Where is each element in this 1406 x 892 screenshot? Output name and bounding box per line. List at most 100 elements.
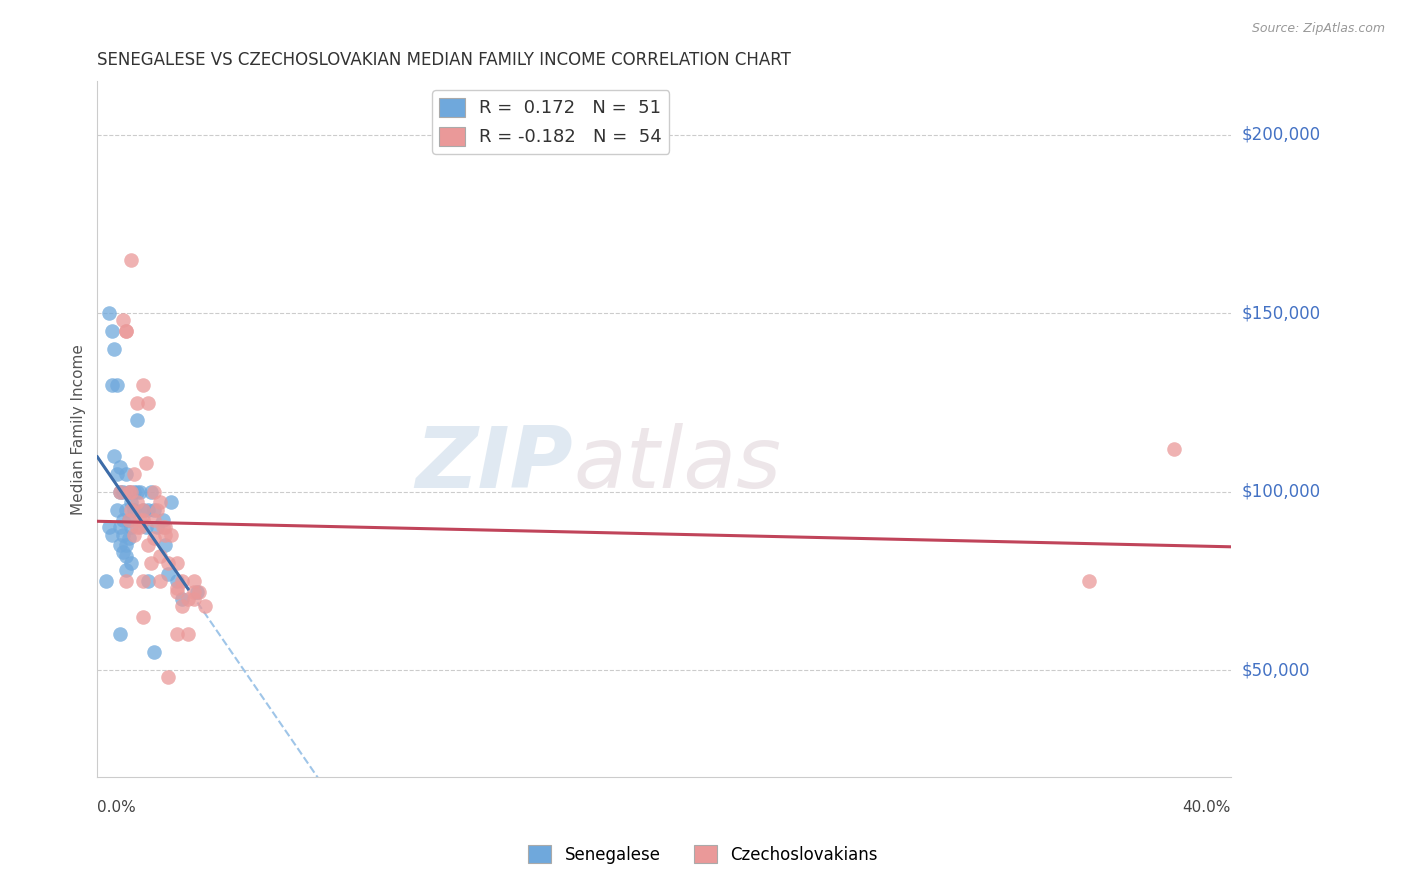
Point [138,502,160,516]
Point [128,513,150,527]
Point [120,252,142,267]
Point [160,495,183,509]
Point [120,495,142,509]
Legend: Senegalese, Czechoslovakians: Senegalese, Czechoslovakians [522,838,884,871]
Point [117,531,139,545]
Point [138,395,160,409]
Point [108,484,131,499]
Point [131,502,153,516]
Point [117,513,139,527]
Point [120,520,142,534]
Text: $200,000: $200,000 [1241,126,1322,144]
Point [122,527,145,541]
Point [172,591,194,606]
Point [143,645,166,659]
Point [186,584,208,599]
Point [128,520,150,534]
Point [131,574,153,588]
Text: $100,000: $100,000 [1241,483,1322,500]
Point [111,484,134,499]
Point [166,627,188,641]
Point [111,513,134,527]
Point [149,574,172,588]
Point [166,556,188,570]
Point [141,556,163,570]
Point [117,513,139,527]
Point [166,574,188,588]
Point [166,584,188,599]
Point [131,609,153,624]
Point [172,574,194,588]
Point [117,484,139,499]
Point [143,484,166,499]
Text: $50,000: $50,000 [1241,661,1310,679]
Point [108,520,131,534]
Point [103,449,125,463]
Point [114,502,136,516]
Point [1078,574,1101,588]
Point [194,599,217,613]
Point [103,342,125,356]
Point [108,627,131,641]
Point [114,467,136,481]
Point [105,502,128,516]
Point [100,527,122,541]
Point [134,520,156,534]
Point [149,549,172,563]
Point [143,531,166,545]
Point [160,527,183,541]
Point [177,627,200,641]
Point [125,484,148,499]
Point [100,377,122,392]
Point [111,527,134,541]
Point [120,556,142,570]
Point [108,459,131,474]
Point [105,377,128,392]
Point [125,520,148,534]
Point [172,599,194,613]
Point [100,324,122,338]
Point [125,495,148,509]
Point [114,563,136,577]
Point [105,467,128,481]
Y-axis label: Median Family Income: Median Family Income [72,343,86,515]
Point [122,467,145,481]
Point [125,413,148,427]
Point [94,574,117,588]
Point [157,566,180,581]
Point [122,484,145,499]
Point [120,484,142,499]
Point [108,484,131,499]
Point [97,520,120,534]
Point [152,513,174,527]
Point [166,581,188,595]
Point [146,520,169,534]
Point [128,484,150,499]
Point [131,513,153,527]
Text: ZIP: ZIP [416,423,574,506]
Point [157,670,180,684]
Point [114,324,136,338]
Point [149,495,172,509]
Point [1163,442,1185,456]
Point [157,556,180,570]
Point [114,324,136,338]
Point [183,574,205,588]
Point [155,527,177,541]
Point [152,520,174,534]
Point [117,484,139,499]
Point [188,584,211,599]
Point [146,502,169,516]
Point [141,484,163,499]
Point [120,502,142,516]
Point [155,520,177,534]
Point [155,538,177,552]
Point [125,395,148,409]
Point [183,584,205,599]
Point [111,313,134,327]
Point [138,538,160,552]
Point [108,538,131,552]
Text: 40.0%: 40.0% [1182,800,1230,815]
Text: Source: ZipAtlas.com: Source: ZipAtlas.com [1251,22,1385,36]
Text: atlas: atlas [574,423,782,506]
